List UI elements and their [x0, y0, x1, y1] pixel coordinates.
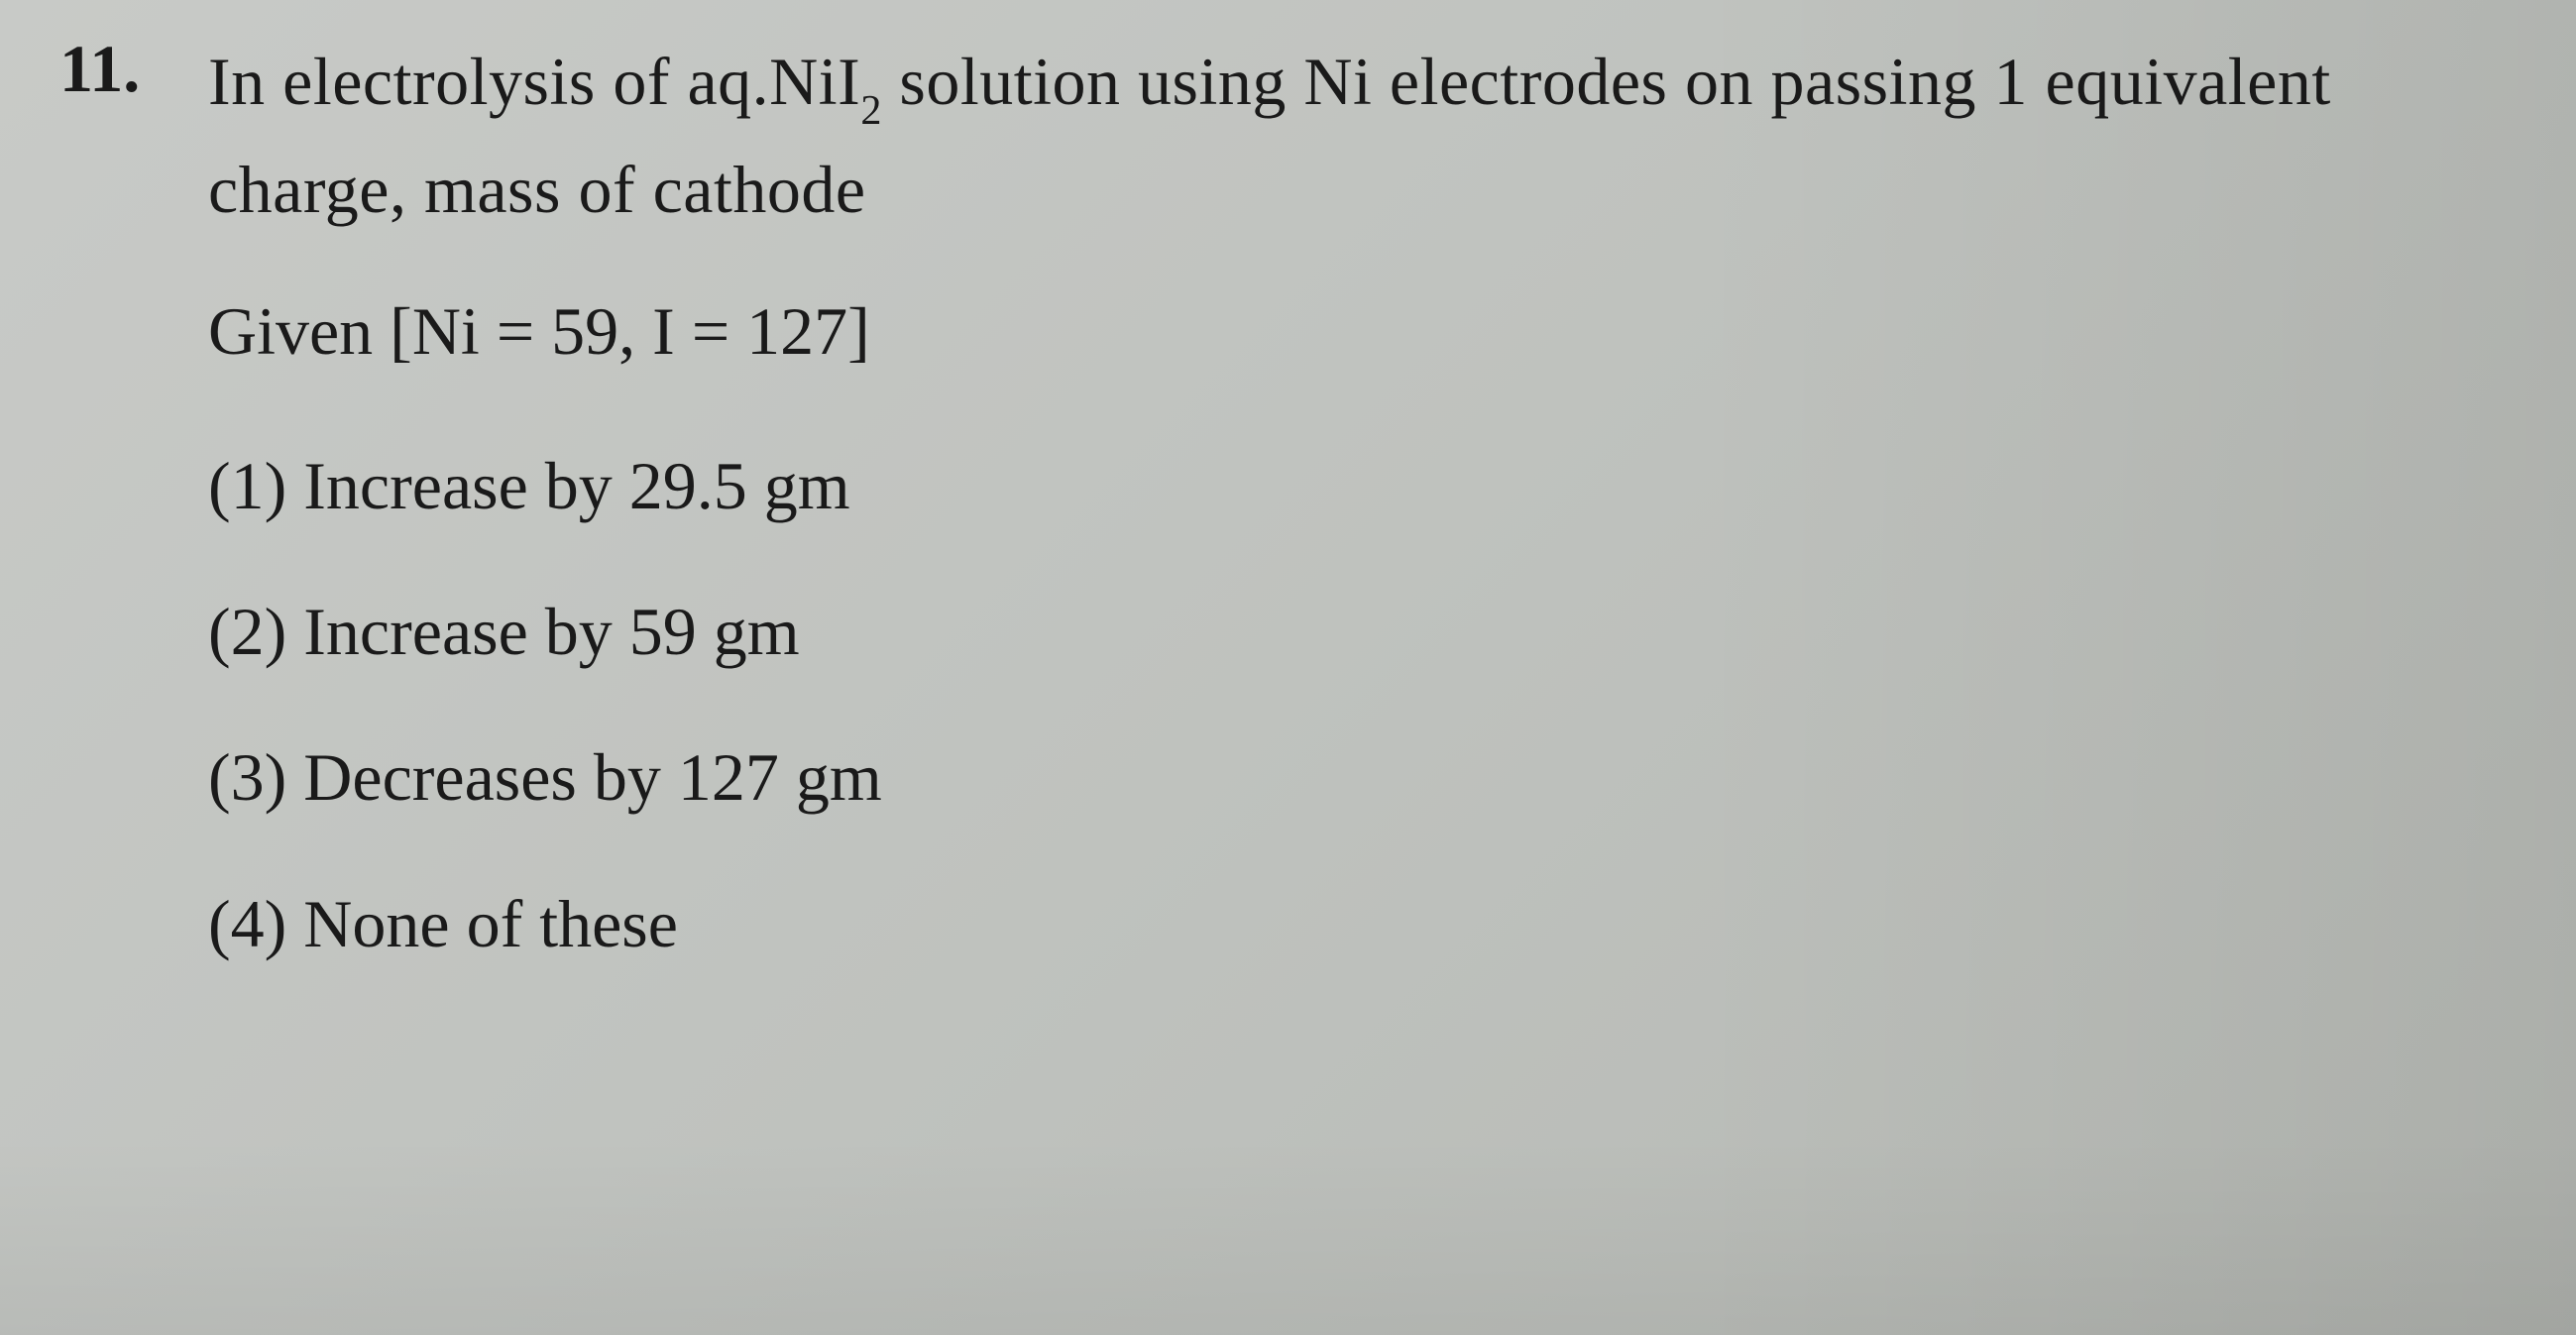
question-given: Given [Ni = 59, I = 127] [208, 279, 2497, 384]
option-1: (1) Increase by 29.5 gm [208, 434, 2497, 538]
question-body: In electrolysis of aq.NiI2 solution usin… [208, 30, 2497, 1018]
question-page: 11. In electrolysis of aq.NiI2 solution … [0, 0, 2576, 1048]
option-4: (4) None of these [208, 872, 2497, 976]
question-stem: In electrolysis of aq.NiI2 solution usin… [208, 30, 2497, 242]
options-list: (1) Increase by 29.5 gm (2) Increase by … [208, 434, 2497, 977]
option-2: (2) Increase by 59 gm [208, 580, 2497, 684]
paper-shade-bottom [0, 1137, 2576, 1335]
question-row: 11. In electrolysis of aq.NiI2 solution … [59, 30, 2497, 1018]
option-3: (3) Decreases by 127 gm [208, 725, 2497, 830]
question-number: 11. [59, 30, 168, 108]
